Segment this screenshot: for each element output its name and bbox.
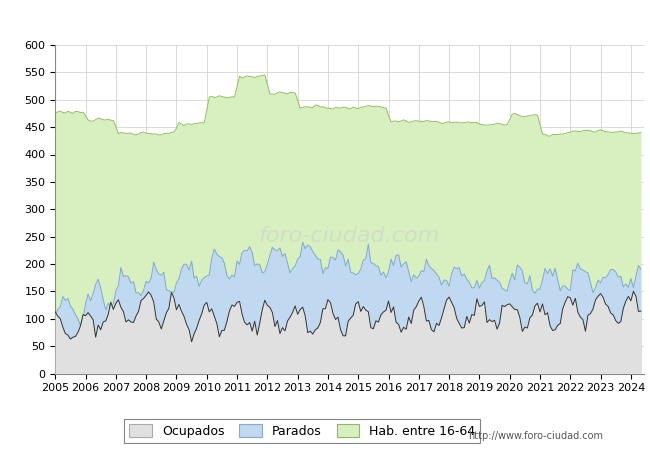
Text: http://www.foro-ciudad.com: http://www.foro-ciudad.com [468, 431, 603, 441]
Legend: Ocupados, Parados, Hab. entre 16-64: Ocupados, Parados, Hab. entre 16-64 [124, 419, 480, 443]
Text: foro-ciudad.com: foro-ciudad.com [259, 225, 440, 246]
Text: Arganza - Evolucion de la poblacion en edad de Trabajar Mayo de 2024: Arganza - Evolucion de la poblacion en e… [39, 12, 611, 27]
